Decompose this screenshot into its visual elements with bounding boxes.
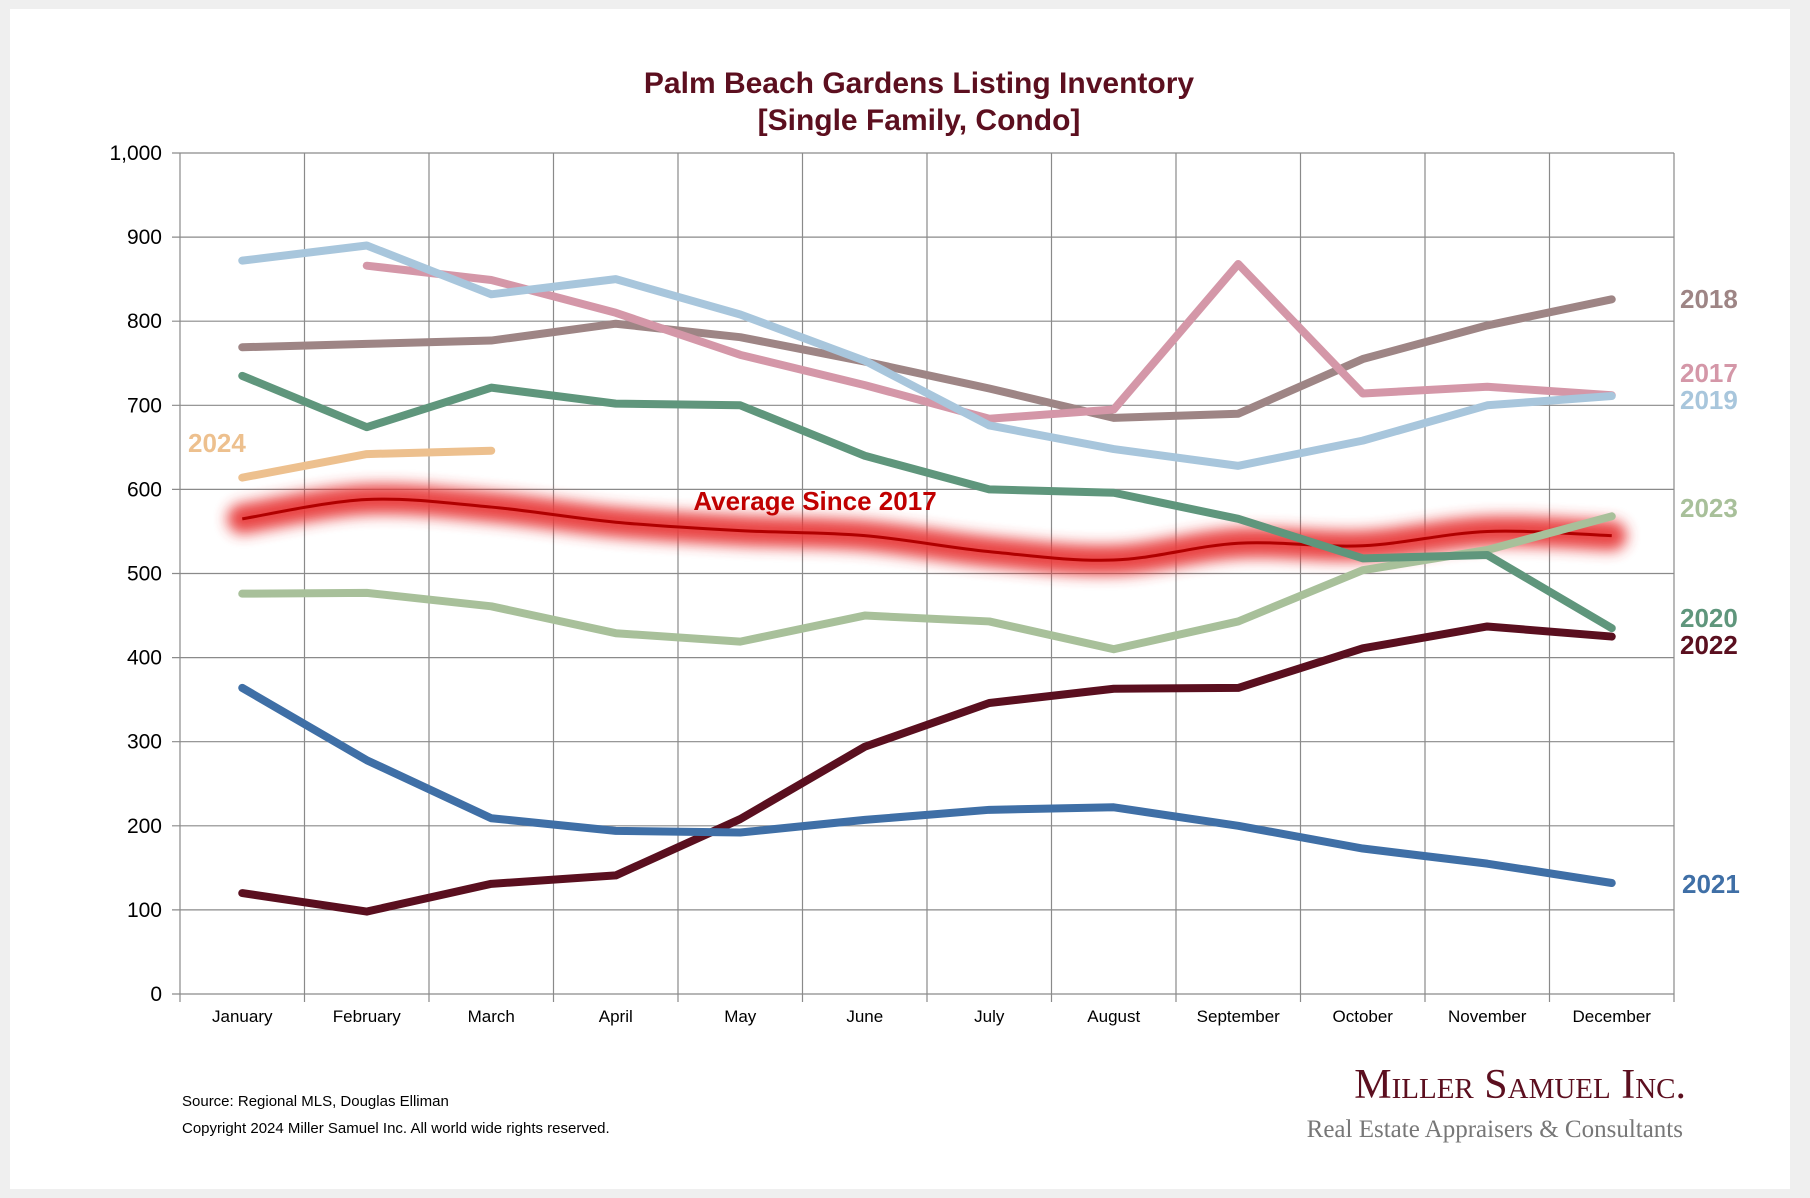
- y-tick-label: 600: [127, 478, 162, 501]
- series-label-2024: 2024: [188, 428, 246, 458]
- series-label-2021: 2021: [1682, 869, 1740, 899]
- chart-subtitle: [Single Family, Condo]: [758, 104, 1081, 137]
- chart-panel: [10, 9, 1790, 1189]
- series-line-2019: [238, 241, 1616, 470]
- average-label: Average Since 2017: [693, 486, 936, 516]
- series-label-2018: 2018: [1680, 284, 1738, 314]
- y-tick-label: 100: [127, 899, 162, 922]
- series-line-2024: [238, 446, 496, 482]
- series-line-2020: [238, 371, 1616, 633]
- series-line-2023: [238, 512, 1616, 654]
- series-label-2019: 2019: [1680, 385, 1738, 415]
- x-tick-label: September: [1197, 1007, 1280, 1026]
- x-tick-label: February: [333, 1007, 402, 1026]
- x-tick-label: July: [974, 1007, 1005, 1026]
- y-tick-label: 1,000: [109, 142, 162, 165]
- series-line-2022: [238, 622, 1616, 916]
- logo-name: Miller Samuel Inc.: [1354, 1062, 1686, 1108]
- series-line-2021: [238, 683, 1616, 887]
- copyright-note: Copyright 2024 Miller Samuel Inc. All wo…: [182, 1120, 610, 1137]
- x-tick-label: December: [1573, 1007, 1652, 1026]
- x-tick-label: June: [846, 1007, 883, 1026]
- x-tick-label: April: [599, 1007, 633, 1026]
- source-note: Source: Regional MLS, Douglas Elliman: [182, 1093, 449, 1110]
- series-label-2023: 2023: [1680, 493, 1738, 523]
- chart-title: Palm Beach Gardens Listing Inventory: [644, 67, 1194, 100]
- series-label-2017: 2017: [1680, 358, 1738, 388]
- x-tick-label: March: [468, 1007, 515, 1026]
- series-label-2022: 2022: [1680, 630, 1738, 660]
- y-tick-label: 300: [127, 731, 162, 754]
- y-tick-label: 400: [127, 647, 162, 670]
- y-tick-label: 900: [127, 226, 162, 249]
- x-tick-label: May: [724, 1007, 757, 1026]
- logo-tagline: Real Estate Appraisers & Consultants: [1307, 1116, 1683, 1143]
- x-tick-label: August: [1087, 1007, 1140, 1026]
- x-tick-label: October: [1333, 1007, 1394, 1026]
- miller-samuel-logo: Miller Samuel Inc. Real Estate Appraiser…: [1307, 1062, 1686, 1143]
- y-tick-label: 200: [127, 815, 162, 838]
- series-label-2020: 2020: [1680, 603, 1738, 633]
- y-tick-label: 700: [127, 394, 162, 417]
- average-line: [242, 497, 1612, 562]
- x-tick-label: January: [212, 1007, 273, 1026]
- y-tick-label: 500: [127, 563, 162, 586]
- x-tick-label: November: [1448, 1007, 1527, 1026]
- y-tick-label: 0: [150, 983, 162, 1006]
- series-line-2018: [238, 295, 1616, 422]
- y-tick-label: 800: [127, 310, 162, 333]
